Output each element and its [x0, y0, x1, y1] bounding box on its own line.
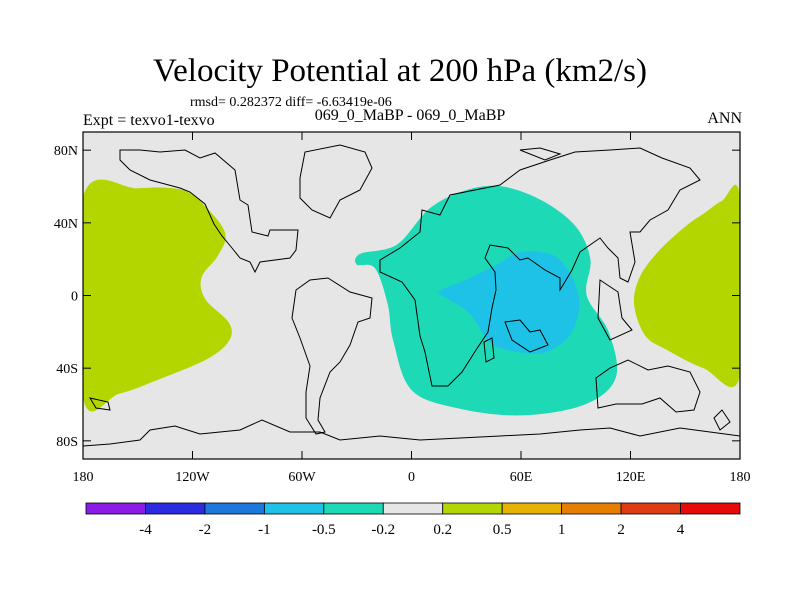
- x-tick-label: 0: [408, 470, 415, 485]
- experiment-label: Expt = texvo1-texvo: [83, 112, 215, 129]
- colorbar-label: -4: [139, 522, 152, 538]
- y-tick-label: 0: [71, 290, 78, 305]
- colorbar-label: 0.2: [433, 522, 452, 538]
- stats-text: rmsd= 0.282372 diff= -6.63419e-06: [190, 95, 392, 110]
- coastlines: [83, 144, 740, 447]
- y-tick-label: 80N: [54, 144, 78, 159]
- colorbar-label: -0.2: [371, 522, 395, 538]
- colorbar-label: 1: [558, 522, 566, 538]
- colorbar-swatch: [145, 502, 206, 515]
- case-label: 069_0_MaBP - 069_0_MaBP: [314, 107, 506, 124]
- coast-arabia: [504, 319, 549, 353]
- colorbar-swatch: [263, 502, 325, 515]
- colorbar-swatch: [620, 502, 681, 515]
- colorbar-label: 2: [617, 522, 625, 538]
- colorbar: -4 -2 -1 -0.5 -0.2 0.2 0.5 1 2 4: [85, 502, 741, 538]
- region-positive-east: [633, 184, 740, 388]
- colorbar-label: 0.5: [493, 522, 512, 538]
- coast-australia: [595, 359, 701, 413]
- region-positive-west: [83, 179, 232, 412]
- x-tick-label: 120E: [616, 470, 646, 485]
- coast-madagascar: [483, 337, 495, 363]
- colorbar-swatch: [680, 502, 741, 515]
- coast-greenland: [299, 144, 373, 219]
- y-tick-label: 80S: [56, 435, 78, 450]
- contour-regions: [83, 179, 740, 416]
- coast-arctic-islands: [519, 147, 562, 161]
- coast-se-asia: [597, 279, 633, 341]
- x-tick-label: 60E: [510, 470, 533, 485]
- coast-north-america: [119, 149, 299, 274]
- x-tick-label: 120W: [175, 470, 210, 485]
- colorbar-swatch: [382, 502, 444, 515]
- y-tick-label: 40S: [56, 362, 78, 377]
- y-tick-label: 40N: [54, 217, 78, 232]
- chart-title: Velocity Potential at 200 hPa (km2/s): [152, 53, 648, 89]
- colorbar-label: -2: [199, 522, 212, 538]
- x-axis-ticks: 180 120W 60W 0 60E 120E 180: [73, 132, 751, 485]
- colorbar-swatch: [323, 502, 384, 515]
- colorbar-label: 4: [677, 522, 685, 538]
- colorbar-swatch: [442, 502, 503, 515]
- region-negative-core: [438, 251, 580, 354]
- colorbar-swatch: [85, 502, 146, 515]
- coast-new-zealand: [713, 409, 731, 431]
- x-tick-label: 180: [730, 470, 751, 485]
- season-label: ANN: [707, 110, 742, 127]
- x-tick-label: 60W: [288, 470, 316, 485]
- x-tick-label: 180: [73, 470, 94, 485]
- colorbar-swatch: [501, 502, 563, 515]
- colorbar-label: -1: [258, 522, 271, 538]
- coast-eurasia-africa: [379, 147, 701, 387]
- colorbar-label: -0.5: [312, 522, 336, 538]
- y-axis-ticks: 80N 40N 0 40S 80S: [54, 144, 740, 450]
- colorbar-swatch: [204, 502, 265, 515]
- colorbar-swatch: [561, 502, 622, 515]
- coast-south-america: [291, 277, 373, 435]
- coast-antarctica: [83, 419, 740, 447]
- coast-antarctica-west: [88, 397, 111, 411]
